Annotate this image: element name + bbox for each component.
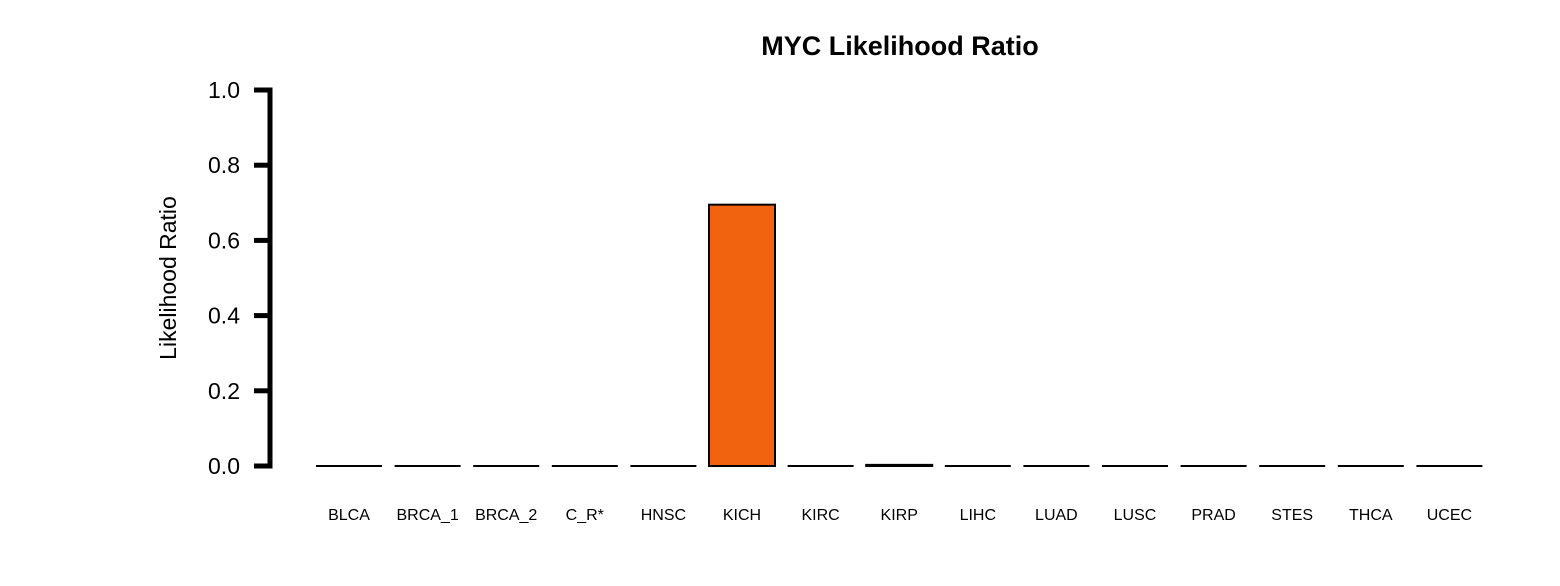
x-tick-label: LUAD [1035, 507, 1078, 524]
x-tick-label: LIHC [960, 507, 996, 524]
y-tick-label: 0.8 [208, 152, 240, 178]
x-tick-label: KIRC [801, 507, 839, 524]
x-tick-label: STES [1271, 507, 1313, 524]
x-tick-label: BRCA_1 [396, 507, 458, 524]
x-tick-label: LUSC [1114, 507, 1157, 524]
y-tick-label: 0.0 [208, 453, 240, 479]
y-tick-label: 1.0 [208, 77, 240, 103]
chart-title: MYC Likelihood Ratio [761, 31, 1039, 61]
bar-kich [708, 203, 776, 467]
x-tick-label: KIRP [881, 507, 918, 524]
y-tick-label: 0.4 [208, 303, 240, 329]
x-tick-label: THCA [1349, 507, 1393, 524]
bar-kirp [865, 463, 934, 468]
x-tick-label: BRCA_2 [475, 507, 537, 524]
x-axis-labels: BLCA BRCA_1 BRCA_2 C_R* HNSC KICH KIRC KIRP LIHC… [328, 507, 1472, 524]
x-tick-label: HNSC [641, 507, 686, 524]
y-axis-label: Likelihood Ratio [155, 196, 181, 360]
y-tick-label: 0.6 [208, 227, 240, 253]
x-tick-label: PRAD [1191, 507, 1235, 524]
x-tick-label: KICH [723, 507, 761, 524]
y-tick-label: 0.2 [208, 378, 240, 404]
x-tick-label: UCEC [1427, 507, 1472, 524]
y-axis: 0.0 0.2 0.4 0.6 0.8 1.0 [208, 77, 273, 479]
x-tick-label: BLCA [328, 507, 370, 524]
x-tick-label: C_R* [566, 507, 604, 524]
bars [316, 203, 1483, 468]
